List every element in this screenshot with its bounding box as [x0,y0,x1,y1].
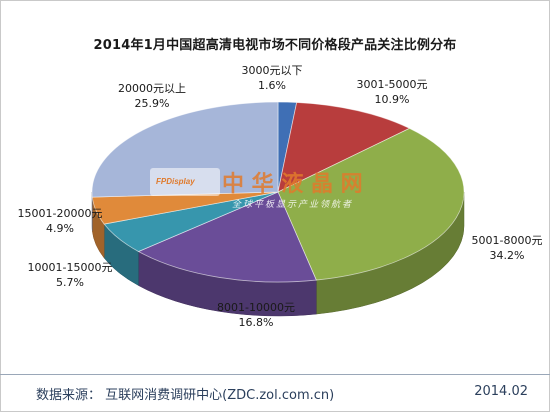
chart-title: 2014年1月中国超高清电视市场不同价格段产品关注比例分布 [93,38,457,53]
slice-label-7: 20000元以上 [118,82,186,95]
footer-date: 2014.02 [474,384,528,399]
watermark-logo-box [150,168,220,196]
slice-value-4: 16.8% [239,316,274,329]
pie-slices [91,101,465,283]
watermark-name: 中 华 液 晶 网 [222,171,363,197]
slice-label-6: 15001-20000元 [18,207,103,220]
slice-label-2: 3001-5000元 [357,78,428,91]
slice-label-3: 5001-8000元 [472,234,543,247]
pie-slice-7 [91,101,279,198]
slice-value-6: 4.9% [46,222,74,235]
slice-value-2: 10.9% [375,93,410,106]
watermark-slogan: 全球平板显示产业领航者 [232,199,353,210]
slice-value-3: 34.2% [490,249,525,262]
pie-slice-4 [137,191,317,283]
pie-slice-2 [277,102,411,193]
slice-value-1: 1.6% [258,79,286,92]
slice-value-5: 5.7% [56,276,84,289]
data-labels: 3000元以下 1.6% 3001-5000元 10.9% 5001-8000元 34.2… [18,64,543,329]
pie-slice-3 [277,127,465,281]
watermark-logo-text: FPDisplay [156,177,195,186]
watermark: FPDisplay 中 华 液 晶 网 全球平板显示产业领航者 [150,168,363,210]
slice-value-7: 25.9% [135,97,170,110]
slice-label-5: 10001-15000元 [28,261,113,274]
slice-label-4: 8001-10000元 [217,301,295,314]
slice-label-1: 3000元以下 [242,64,303,77]
footer-source: 数据来源： 互联网消费调研中心(ZDC.zol.com.cn) [36,388,335,403]
footer-divider [0,374,550,375]
